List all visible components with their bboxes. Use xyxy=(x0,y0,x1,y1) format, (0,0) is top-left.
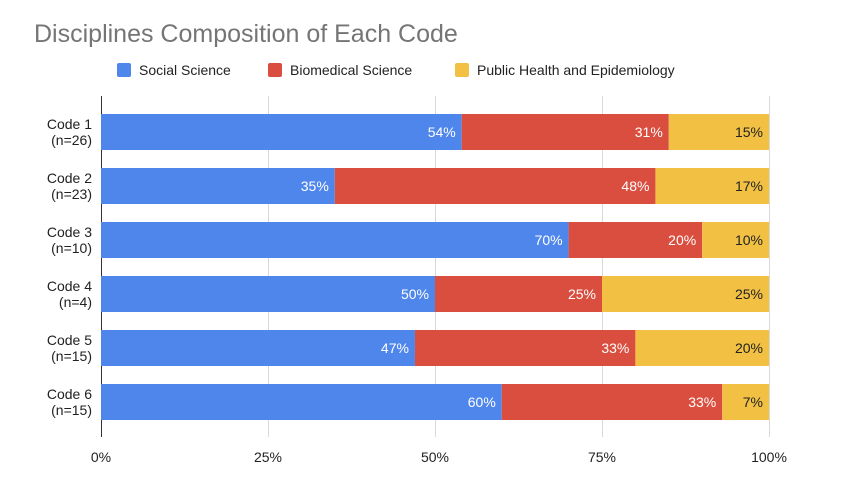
bar-segment xyxy=(435,276,602,312)
bars: 54% 31% 15% 35% 48% 17% 70% 20% 10% 50% 25% 25% 47% 3… xyxy=(101,114,769,420)
category-name: Code 2 xyxy=(47,170,92,186)
category-label: Code 1(n=26) xyxy=(47,116,92,148)
bar-row: 54% 31% 15% xyxy=(101,114,769,150)
bar-segment xyxy=(461,114,669,150)
legend-item: Public Health and Epidemiology xyxy=(455,62,675,78)
category-labels: Code 1(n=26)Code 2(n=23)Code 3(n=10)Code… xyxy=(47,116,92,418)
x-tick-label: 25% xyxy=(254,449,282,465)
data-label: 47% xyxy=(381,340,409,356)
x-tick-label: 0% xyxy=(91,449,111,465)
category-count: (n=10) xyxy=(51,240,92,256)
category-name: Code 3 xyxy=(47,224,92,240)
category-label: Code 6(n=15) xyxy=(47,386,92,418)
data-label: 54% xyxy=(428,124,456,140)
bar-segment xyxy=(101,330,415,366)
data-label: 35% xyxy=(301,178,329,194)
data-label: 33% xyxy=(688,394,716,410)
bar-row: 70% 20% 10% xyxy=(101,222,769,258)
bar-segment xyxy=(655,168,769,204)
legend-swatch xyxy=(268,63,282,77)
legend: Social Science Biomedical Science Public H… xyxy=(117,62,675,78)
category-label: Code 2(n=23) xyxy=(47,170,92,202)
bar-segment xyxy=(101,168,335,204)
category-name: Code 5 xyxy=(47,332,92,348)
data-label: 33% xyxy=(601,340,629,356)
chart-title: Disciplines Composition of Each Code xyxy=(34,20,458,48)
bar-segment xyxy=(101,384,502,420)
data-label: 15% xyxy=(735,124,763,140)
x-tick-label: 75% xyxy=(588,449,616,465)
bar-segment xyxy=(101,276,435,312)
category-count: (n=15) xyxy=(51,348,92,364)
category-count: (n=23) xyxy=(51,186,92,202)
legend-swatch xyxy=(117,63,131,77)
legend-item: Biomedical Science xyxy=(268,62,412,78)
data-label: 17% xyxy=(735,178,763,194)
category-count: (n=4) xyxy=(59,294,92,310)
bar-segment xyxy=(602,276,769,312)
category-label: Code 4(n=4) xyxy=(47,278,92,310)
data-label: 50% xyxy=(401,286,429,302)
bar-segment xyxy=(702,222,769,258)
category-name: Code 6 xyxy=(47,386,92,402)
bar-segment xyxy=(334,168,656,204)
data-label: 10% xyxy=(735,232,763,248)
category-count: (n=15) xyxy=(51,402,92,418)
data-label: 60% xyxy=(468,394,496,410)
data-label: 48% xyxy=(621,178,649,194)
category-name: Code 1 xyxy=(47,116,92,132)
legend-swatch xyxy=(455,63,469,77)
x-tick-label: 100% xyxy=(751,449,787,465)
legend-label: Biomedical Science xyxy=(290,62,412,78)
data-label: 70% xyxy=(535,232,563,248)
bar-row: 60% 33% 7% xyxy=(101,384,769,420)
bar-row: 50% 25% 25% xyxy=(101,276,769,312)
data-label: 31% xyxy=(635,124,663,140)
data-label: 20% xyxy=(668,232,696,248)
bar-segment xyxy=(722,384,769,420)
bar-row: 35% 48% 17% xyxy=(101,168,769,204)
bar-segment xyxy=(635,330,769,366)
data-label: 25% xyxy=(735,286,763,302)
category-count: (n=26) xyxy=(51,132,92,148)
legend-label: Public Health and Epidemiology xyxy=(477,62,675,78)
category-name: Code 4 xyxy=(47,278,92,294)
legend-item: Social Science xyxy=(117,62,231,78)
data-label: 7% xyxy=(743,394,763,410)
category-label: Code 5(n=15) xyxy=(47,332,92,364)
bar-row: 47% 33% 20% xyxy=(101,330,769,366)
legend-label: Social Science xyxy=(139,62,231,78)
bar-segment xyxy=(101,222,569,258)
bar-segment xyxy=(101,114,462,150)
bar-segment xyxy=(568,222,703,258)
grid xyxy=(101,96,770,437)
category-label: Code 3(n=10) xyxy=(47,224,92,256)
x-tick-label: 50% xyxy=(421,449,449,465)
data-label: 25% xyxy=(568,286,596,302)
bar-segment xyxy=(501,384,723,420)
data-label: 20% xyxy=(735,340,763,356)
bar-segment xyxy=(414,330,636,366)
x-axis-ticks: 0% 25% 50% 75% 100% xyxy=(91,449,787,465)
bar-segment xyxy=(668,114,769,150)
